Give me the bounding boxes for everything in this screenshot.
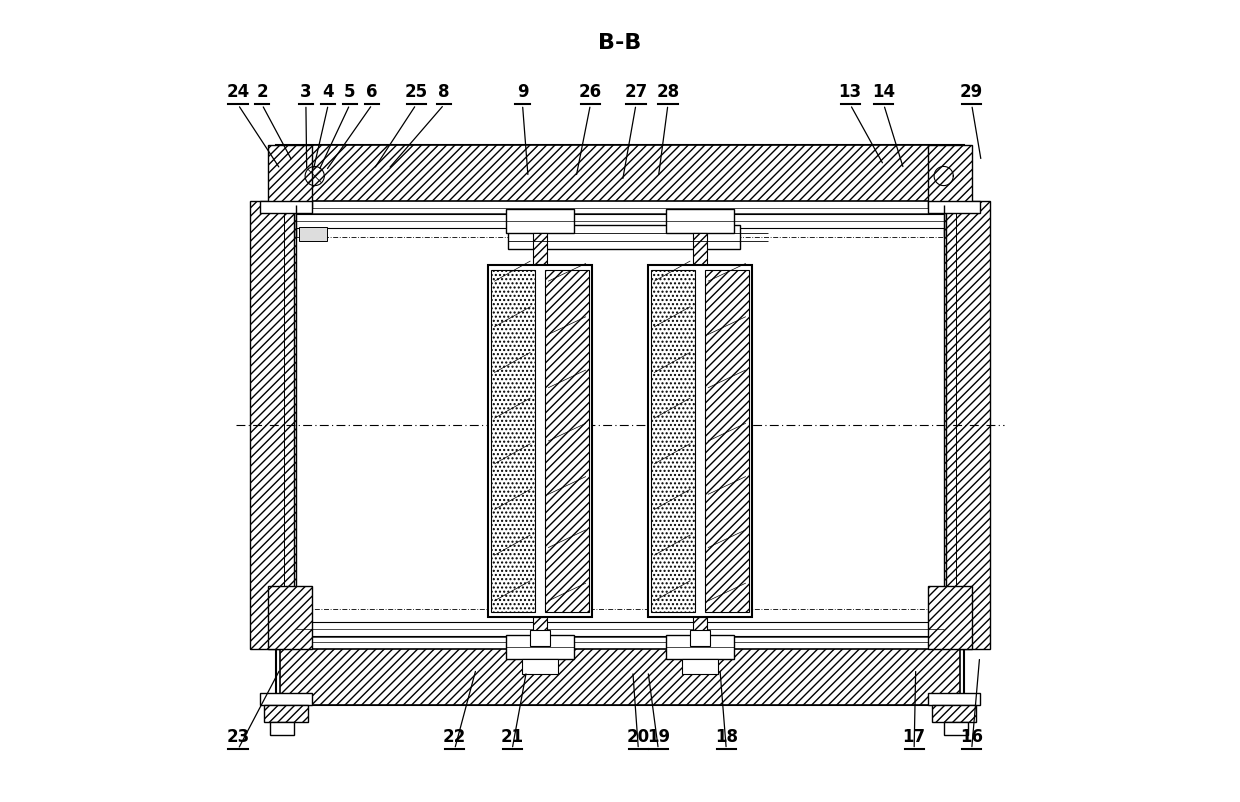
Text: 17: 17 bbox=[903, 728, 926, 747]
Text: 2: 2 bbox=[257, 83, 268, 101]
Bar bbox=[296, 214, 944, 229]
Bar bbox=[506, 209, 574, 233]
Text: 28: 28 bbox=[656, 83, 680, 101]
Bar bbox=[491, 270, 534, 612]
Bar bbox=[280, 145, 960, 201]
Text: 19: 19 bbox=[647, 728, 670, 747]
Text: 26: 26 bbox=[579, 83, 601, 101]
Bar bbox=[666, 209, 734, 233]
Bar bbox=[260, 693, 312, 705]
Bar bbox=[296, 622, 944, 636]
Bar bbox=[264, 705, 309, 723]
Bar bbox=[522, 659, 558, 674]
Bar bbox=[944, 723, 967, 735]
Text: 23: 23 bbox=[227, 728, 249, 747]
Text: 20: 20 bbox=[626, 728, 650, 747]
Bar bbox=[649, 265, 751, 617]
Bar bbox=[508, 225, 740, 249]
Bar bbox=[506, 635, 574, 659]
Bar bbox=[928, 145, 972, 208]
Bar bbox=[693, 233, 707, 265]
Bar bbox=[944, 201, 990, 649]
Bar bbox=[533, 233, 547, 265]
Bar bbox=[928, 201, 980, 213]
Bar bbox=[533, 617, 547, 647]
Bar bbox=[250, 201, 296, 649]
Text: 25: 25 bbox=[404, 83, 428, 101]
Text: 18: 18 bbox=[714, 728, 738, 747]
Bar bbox=[277, 145, 963, 705]
Bar bbox=[260, 201, 312, 213]
Bar bbox=[299, 227, 326, 241]
Bar bbox=[270, 723, 294, 735]
Bar bbox=[268, 145, 312, 208]
Text: 9: 9 bbox=[517, 83, 528, 101]
Text: 6: 6 bbox=[367, 83, 378, 101]
Bar bbox=[489, 265, 591, 617]
Bar bbox=[268, 586, 312, 649]
Bar bbox=[693, 617, 707, 647]
Bar bbox=[706, 270, 749, 612]
Bar bbox=[666, 635, 734, 659]
Bar bbox=[682, 659, 718, 674]
Bar bbox=[931, 705, 976, 723]
Text: B-B: B-B bbox=[599, 34, 641, 54]
Text: 29: 29 bbox=[960, 83, 983, 101]
Text: 16: 16 bbox=[960, 728, 983, 747]
Text: 3: 3 bbox=[300, 83, 311, 101]
Bar bbox=[280, 649, 960, 705]
Text: 4: 4 bbox=[322, 83, 334, 101]
Bar bbox=[651, 270, 694, 612]
Text: 8: 8 bbox=[439, 83, 450, 101]
Text: 13: 13 bbox=[838, 83, 862, 101]
Bar bbox=[928, 693, 980, 705]
Bar bbox=[529, 630, 551, 646]
Bar bbox=[928, 586, 972, 649]
Bar bbox=[689, 630, 711, 646]
Bar bbox=[546, 270, 589, 612]
Text: 22: 22 bbox=[443, 728, 466, 747]
Text: 27: 27 bbox=[625, 83, 647, 101]
Text: 24: 24 bbox=[227, 83, 249, 101]
Text: 21: 21 bbox=[501, 728, 523, 747]
Text: 14: 14 bbox=[872, 83, 895, 101]
Text: 5: 5 bbox=[345, 83, 356, 101]
